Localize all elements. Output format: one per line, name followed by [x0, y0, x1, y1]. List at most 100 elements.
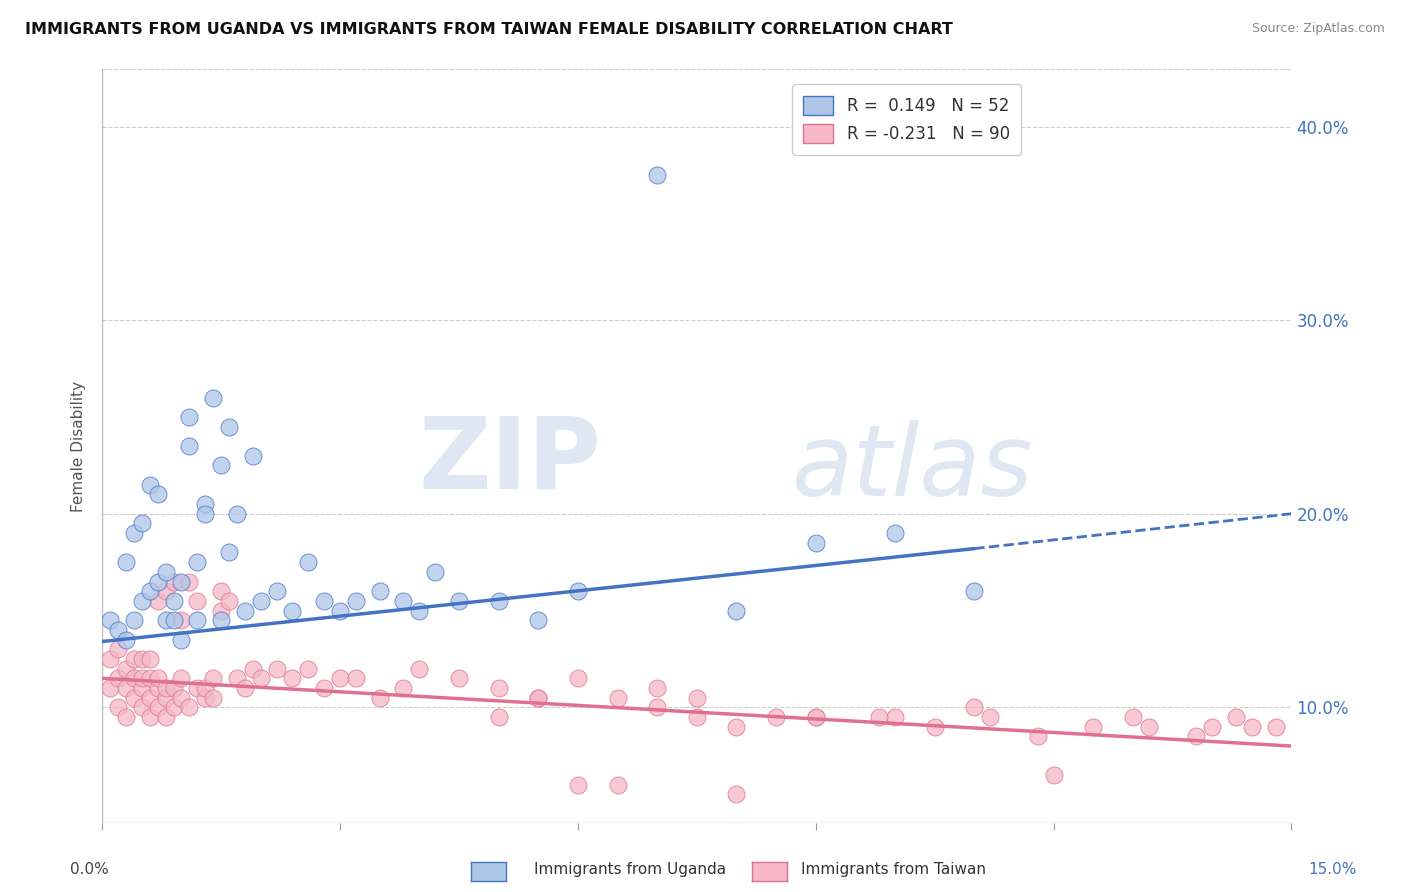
Point [146, 487, 169, 501]
Point [233, 603, 256, 617]
Point [186, 594, 208, 608]
Point [218, 419, 240, 434]
Point [804, 710, 827, 724]
Point [804, 710, 827, 724]
Text: 0.0%: 0.0% [70, 863, 110, 877]
Point [209, 613, 232, 627]
Point [924, 720, 946, 734]
Point [266, 662, 288, 676]
Point [1137, 720, 1160, 734]
Point [209, 458, 232, 473]
Point [218, 594, 240, 608]
Point [242, 662, 264, 676]
Point [139, 652, 162, 666]
Point [122, 690, 145, 705]
Point [408, 603, 430, 617]
Point [226, 671, 249, 685]
Point [686, 710, 709, 724]
Point [155, 584, 177, 599]
Point [186, 613, 208, 627]
Point [131, 671, 153, 685]
Point [186, 555, 208, 569]
Point [645, 700, 668, 714]
Point [146, 574, 169, 589]
Point [202, 391, 225, 405]
Point [765, 710, 787, 724]
Point [344, 671, 367, 685]
Point [725, 603, 748, 617]
Point [527, 613, 550, 627]
Point [98, 681, 121, 695]
Point [606, 690, 628, 705]
Point [249, 671, 271, 685]
Point [155, 681, 177, 695]
Point [131, 681, 153, 695]
Point [131, 652, 153, 666]
Text: IMMIGRANTS FROM UGANDA VS IMMIGRANTS FROM TAIWAN FEMALE DISABILITY CORRELATION C: IMMIGRANTS FROM UGANDA VS IMMIGRANTS FRO… [25, 22, 953, 37]
Point [447, 671, 470, 685]
Point [242, 449, 264, 463]
Point [344, 594, 367, 608]
Point [1185, 730, 1208, 744]
Point [146, 671, 169, 685]
Point [1042, 768, 1064, 782]
Point [233, 681, 256, 695]
Point [139, 710, 162, 724]
Text: Immigrants from Uganda: Immigrants from Uganda [534, 863, 727, 877]
Point [725, 720, 748, 734]
Point [368, 584, 391, 599]
Point [155, 710, 177, 724]
Point [122, 652, 145, 666]
Point [107, 700, 129, 714]
Text: Immigrants from Taiwan: Immigrants from Taiwan [801, 863, 987, 877]
Point [162, 574, 184, 589]
Point [170, 613, 193, 627]
Point [606, 778, 628, 792]
Point [527, 690, 550, 705]
Point [884, 526, 907, 541]
Point [567, 778, 589, 792]
Point [868, 710, 890, 724]
Point [686, 690, 709, 705]
Point [1083, 720, 1105, 734]
Point [179, 574, 201, 589]
Point [1240, 720, 1263, 734]
Point [408, 662, 430, 676]
Point [1026, 730, 1049, 744]
Point [392, 681, 415, 695]
Point [162, 700, 184, 714]
Point [209, 603, 232, 617]
Point [107, 671, 129, 685]
Text: atlas: atlas [792, 420, 1033, 517]
Point [139, 477, 162, 491]
Point [527, 690, 550, 705]
Point [979, 710, 1001, 724]
Point [139, 690, 162, 705]
Point [146, 700, 169, 714]
Point [155, 565, 177, 579]
Point [202, 671, 225, 685]
Point [122, 613, 145, 627]
Point [115, 632, 138, 647]
Point [194, 681, 217, 695]
Point [281, 603, 304, 617]
Text: 15.0%: 15.0% [1309, 863, 1357, 877]
Point [146, 594, 169, 608]
Point [115, 681, 138, 695]
Point [115, 555, 138, 569]
Point [725, 788, 748, 802]
Point [297, 555, 319, 569]
Point [297, 662, 319, 676]
Point [314, 594, 336, 608]
Point [567, 584, 589, 599]
Point [645, 681, 668, 695]
Point [218, 545, 240, 559]
Point [186, 681, 208, 695]
Point [226, 507, 249, 521]
Point [1122, 710, 1144, 724]
Point [329, 603, 352, 617]
Point [139, 671, 162, 685]
Point [194, 690, 217, 705]
Point [139, 584, 162, 599]
Point [155, 613, 177, 627]
